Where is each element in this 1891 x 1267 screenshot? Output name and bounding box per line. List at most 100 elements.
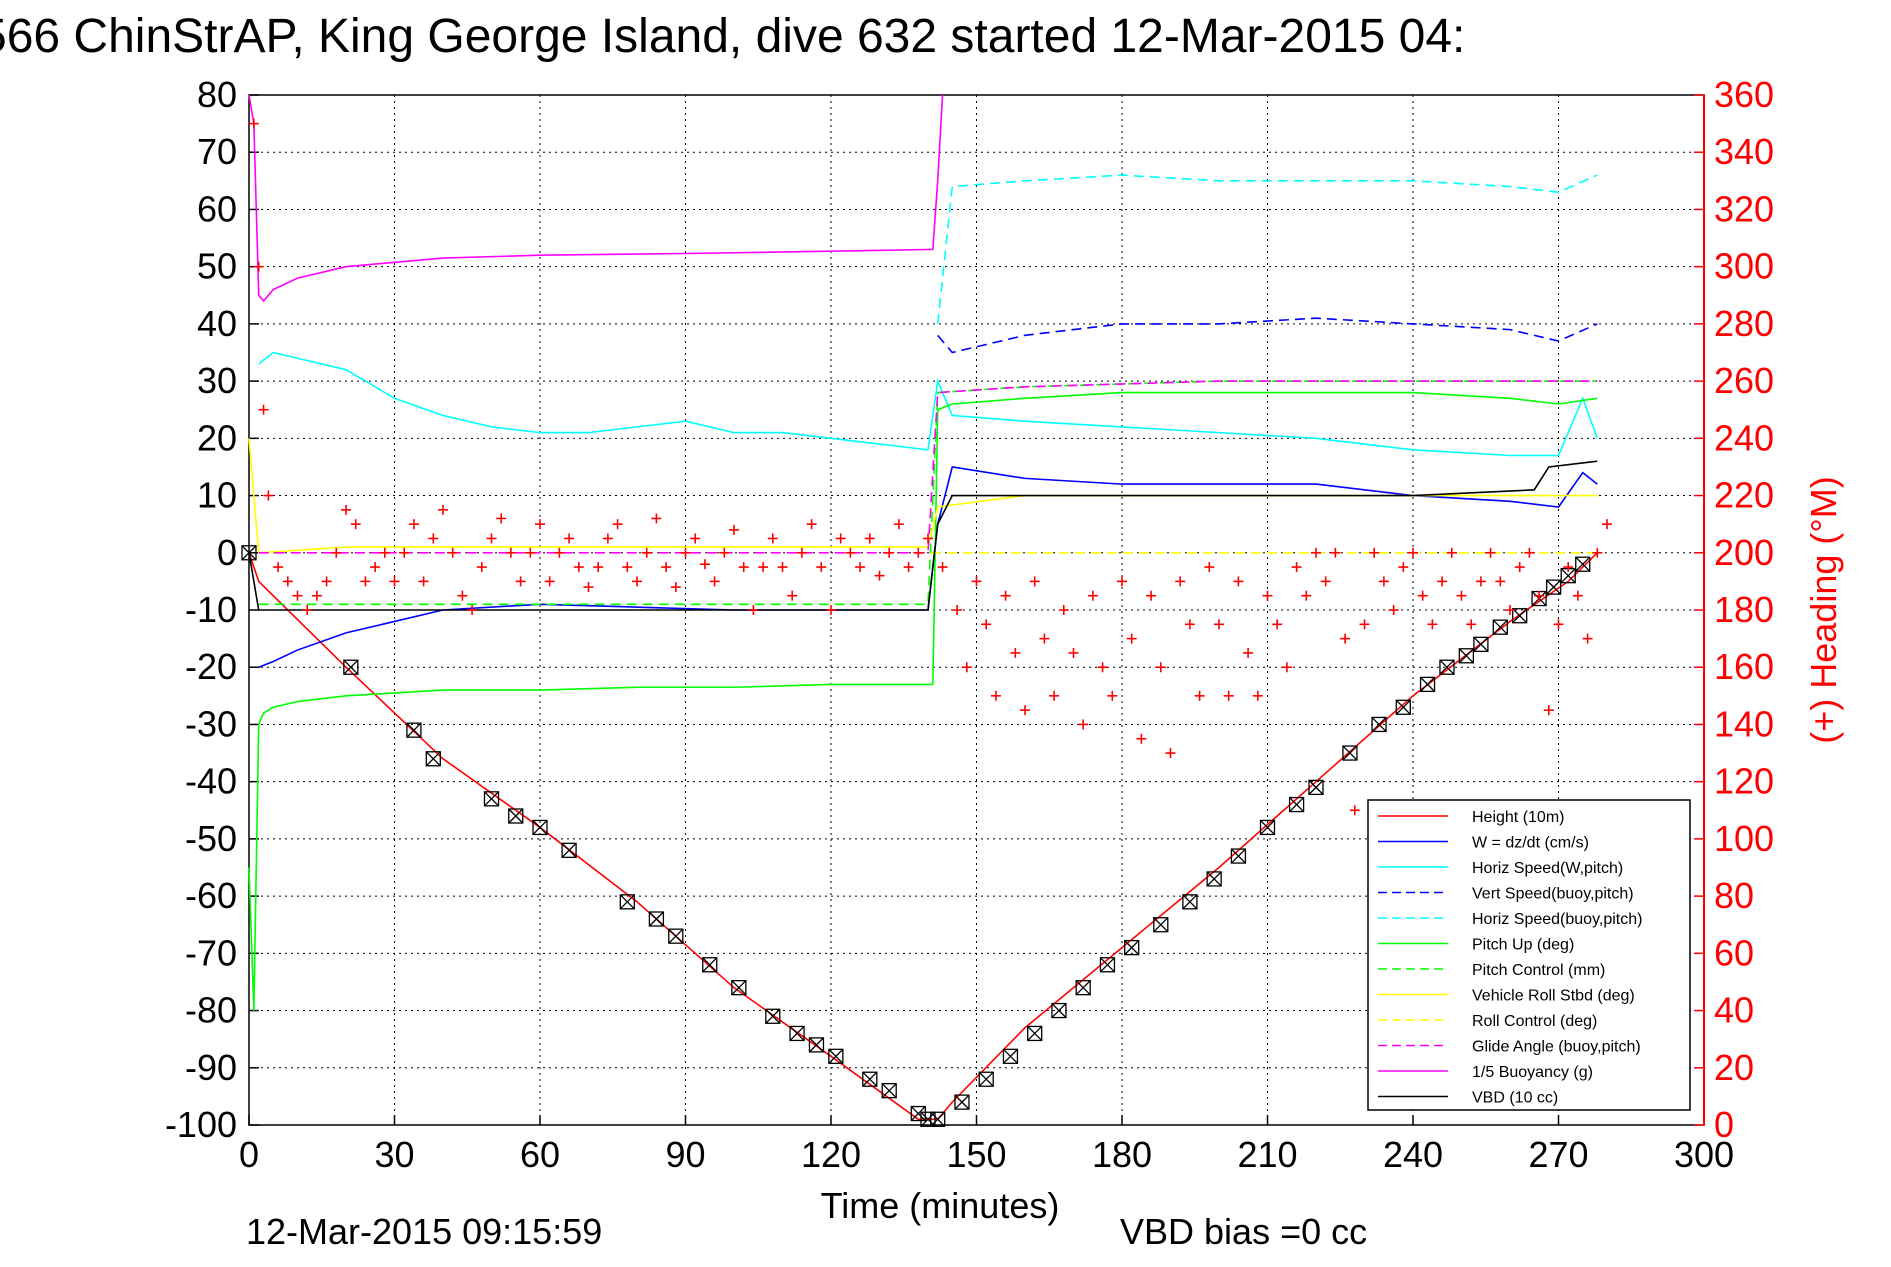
- heading-point: [467, 605, 478, 615]
- heading-point: [1000, 590, 1011, 601]
- y2-tick-label: 260: [1714, 360, 1774, 401]
- dive-marker: [1546, 579, 1562, 595]
- dive-marker-cross: [1546, 579, 1562, 595]
- heading-point: [787, 590, 798, 601]
- legend-item: Vert Speed(buoy,pitch): [1378, 886, 1634, 903]
- heading-point: [1388, 605, 1399, 615]
- dive-marker-box: [1439, 659, 1455, 675]
- dive-marker-box: [808, 1037, 825, 1053]
- dive-marker-box: [862, 1071, 878, 1087]
- heading-point: [845, 547, 856, 558]
- y-tick-label: 10: [197, 475, 237, 516]
- x-tick-label: 90: [665, 1134, 705, 1175]
- dive-marker-box: [920, 1111, 936, 1127]
- heading-point: [1165, 748, 1176, 759]
- heading-point: [438, 504, 448, 515]
- y-tick-label: 50: [197, 246, 237, 287]
- y-tick-label: 20: [197, 417, 237, 458]
- dive-marker: [930, 1111, 946, 1127]
- legend-item: Roll Control (deg): [1378, 1013, 1597, 1030]
- heading-point: [796, 547, 807, 558]
- dive-marker-cross: [508, 808, 524, 824]
- heading-point: [864, 533, 875, 544]
- dive-marker-box: [1075, 980, 1091, 996]
- legend-item: W = dz/dt (cm/s): [1378, 835, 1589, 852]
- dive-marker: [808, 1037, 825, 1053]
- dive-marker-cross: [978, 1071, 994, 1087]
- dive-marker-box: [483, 791, 500, 807]
- dive-marker-box: [648, 911, 665, 927]
- series-line-vert-speed-buoy-pitch: [937, 317, 1598, 354]
- heading-point: [680, 547, 691, 558]
- heading-point: [1582, 633, 1593, 644]
- y-tick-label: -20: [185, 646, 237, 687]
- heading-point: [806, 519, 817, 530]
- heading-point: [612, 519, 623, 530]
- heading-point: [505, 547, 516, 558]
- heading-point: [248, 118, 259, 129]
- series-line-pitch-up-deg: [248, 391, 1598, 1011]
- dive-marker-cross: [1027, 1025, 1043, 1041]
- heading-point: [360, 576, 371, 587]
- legend-label: Roll Control (deg): [1472, 1013, 1597, 1030]
- dive-marker-box: [910, 1105, 926, 1122]
- dive-marker-cross: [668, 928, 684, 944]
- legend: Height (10m) W = dz/dt (cm/s) Horiz Speed(…: [1367, 799, 1691, 1111]
- dive-marker: [668, 928, 684, 944]
- heading-point: [311, 590, 322, 601]
- dive-marker-box: [1099, 957, 1116, 973]
- dive-marker: [561, 842, 577, 858]
- heading-point: [564, 533, 575, 544]
- heading-point: [1417, 590, 1428, 601]
- dive-marker-cross: [702, 957, 718, 973]
- heading-point: [709, 576, 720, 587]
- dive-marker-box: [731, 980, 747, 996]
- x-tick-label: 30: [374, 1134, 414, 1175]
- heading-point: [379, 547, 390, 558]
- y-tick-label: -70: [185, 932, 237, 973]
- dive-marker-cross: [1051, 1003, 1067, 1019]
- dive-marker-box: [1153, 917, 1169, 933]
- dive-marker-box: [619, 894, 635, 910]
- heading-point: [1466, 619, 1477, 630]
- dive-marker-cross: [561, 842, 577, 858]
- footer-vbd-bias: VBD bias =0 cc: [1120, 1211, 1367, 1252]
- heading-point: [835, 533, 846, 544]
- heading-point: [748, 605, 759, 615]
- heading-point: [971, 576, 982, 587]
- heading-point: [1262, 590, 1273, 601]
- heading-point: [554, 547, 565, 558]
- dive-marker-box: [1342, 745, 1358, 761]
- heading-point: [1456, 590, 1467, 601]
- series-layer: [248, 94, 1599, 1121]
- y-tick-label: 40: [197, 303, 237, 344]
- dive-marker-cross: [1342, 745, 1358, 761]
- dive-marker: [1288, 796, 1305, 813]
- heading-point: [573, 562, 584, 573]
- dive-marker-cross: [1560, 568, 1576, 584]
- legend-label: Horiz Speed(buoy,pitch): [1472, 911, 1642, 928]
- x-tick-label: 180: [1092, 1134, 1152, 1175]
- dive-marker: [619, 894, 635, 910]
- dive-marker-cross: [808, 1037, 824, 1053]
- legend-item: VBD (10 cc): [1378, 1090, 1558, 1107]
- heading-point: [1243, 647, 1254, 658]
- dive-marker: [1473, 636, 1489, 652]
- dive-marker-box: [1473, 636, 1489, 652]
- heading-point: [476, 562, 487, 573]
- dive-marker-box: [1546, 579, 1562, 595]
- dive-marker-cross: [1260, 819, 1275, 835]
- heading-point: [253, 261, 264, 272]
- markers-layer: [241, 545, 1591, 1127]
- series-line-vbd-10-cc: [248, 460, 1598, 611]
- series-line-1-5-buoyancy-g: [248, 94, 944, 303]
- dive-marker: [648, 911, 665, 927]
- dive-marker: [1182, 894, 1198, 910]
- heading-point: [1359, 619, 1370, 630]
- dive-marker: [954, 1094, 970, 1110]
- dive-marker-cross: [1153, 917, 1169, 933]
- heading-point: [893, 519, 904, 530]
- heading-point: [661, 562, 672, 573]
- heading-point: [1311, 547, 1321, 558]
